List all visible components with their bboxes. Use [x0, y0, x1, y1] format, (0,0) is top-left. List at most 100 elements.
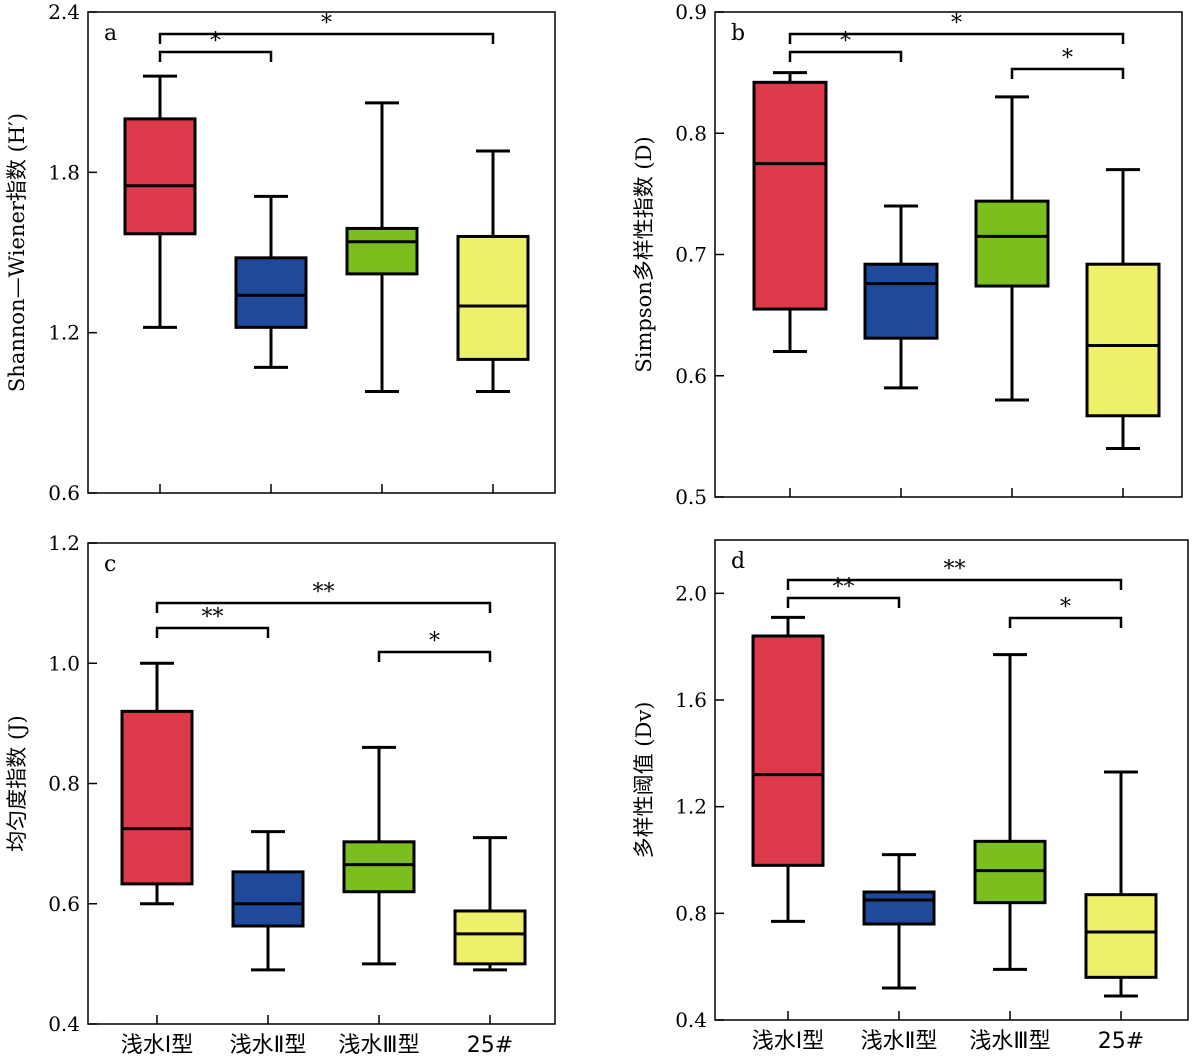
- box-a-1: [234, 194, 308, 369]
- box-a-0: [123, 74, 197, 329]
- y-axis-title: 均匀度指数 (J): [5, 715, 29, 851]
- box-iqr: [342, 840, 416, 894]
- significance-bracket: *: [1010, 46, 1125, 79]
- significance-bracket: *: [377, 629, 492, 662]
- y-tick-label: 2.4: [48, 0, 80, 24]
- box-c-1: [231, 830, 305, 972]
- box-iqr: [453, 909, 527, 966]
- significance-bracket: **: [155, 580, 492, 613]
- x-category-label: 25#: [467, 1033, 513, 1058]
- bracket-line: [1010, 67, 1125, 79]
- y-axis-title: Simpson多样性指数 (D): [632, 136, 656, 372]
- box-iqr: [751, 634, 825, 867]
- box-d-2: [973, 653, 1047, 971]
- plot-frame: [714, 539, 1189, 1021]
- box-a-2: [345, 101, 419, 393]
- box-iqr: [1084, 893, 1158, 979]
- panel-letter: d: [731, 549, 745, 574]
- box-c-3: [453, 836, 527, 972]
- y-tick-label: 0.6: [48, 892, 80, 916]
- y-tick-label: 1.2: [48, 321, 80, 345]
- significance-label: *: [1062, 46, 1073, 71]
- x-category-label: 浅水Ⅰ型: [121, 1033, 194, 1058]
- bracket-line: [155, 626, 270, 638]
- significance-label: **: [833, 575, 855, 600]
- y-tick-label: 1.6: [675, 688, 707, 712]
- bracket-line: [377, 650, 492, 662]
- box-b-2: [974, 95, 1050, 402]
- box-c-0: [120, 661, 194, 906]
- box-iqr: [862, 890, 936, 926]
- panel-letter: b: [731, 21, 745, 46]
- panel-c: 0.4 0.6 0.8 1.0 1.2 浅水Ⅰ型 浅水Ⅱ型 浅水Ⅲ型 25# c 均匀度指数 (J)…: [5, 531, 556, 1058]
- box-b-3: [1085, 168, 1161, 450]
- box-c-2: [342, 745, 416, 966]
- y-tick-label: 0.6: [48, 481, 80, 505]
- y-tick-label: 1.8: [48, 160, 80, 184]
- box-a-3: [456, 149, 530, 393]
- box-iqr: [123, 117, 197, 236]
- box-iqr: [120, 709, 194, 886]
- significance-label: **: [313, 580, 335, 605]
- y-tick-label: 1.0: [48, 651, 80, 675]
- significance-bracket: *: [158, 11, 495, 44]
- significance-label: *: [321, 11, 332, 36]
- box-iqr: [863, 262, 939, 340]
- significance-bracket: *: [788, 11, 1125, 44]
- significance-label: *: [840, 29, 851, 54]
- y-tick-label: 0.9: [675, 0, 707, 24]
- x-category-label: 浅水Ⅲ型: [338, 1033, 419, 1058]
- significance-bracket: **: [155, 605, 270, 638]
- box-iqr: [231, 870, 305, 928]
- bracket-line: [158, 32, 495, 44]
- box-iqr: [456, 234, 530, 361]
- x-category-label: 浅水Ⅲ型: [969, 1029, 1050, 1054]
- box-d-1: [862, 853, 936, 990]
- bracket-line: [786, 578, 1123, 590]
- x-category-label: 浅水Ⅰ型: [752, 1029, 825, 1054]
- box-iqr: [345, 226, 419, 276]
- y-axis-title: 多样性阈值 (Dv): [632, 702, 656, 859]
- bracket-line: [158, 50, 273, 62]
- y-axis-title: Shannon—Wiener指数 (H′): [5, 113, 29, 392]
- bracket-line: [786, 596, 901, 608]
- bracket-line: [788, 32, 1125, 44]
- panel-letter: c: [104, 552, 116, 577]
- bracket-line: [155, 601, 492, 613]
- y-tick-label: 0.7: [675, 243, 707, 267]
- y-tick-label: 0.4: [675, 1008, 707, 1032]
- panel-b: 0.5 0.6 0.7 0.8 0.9 b Simpson多样性指数 (D) * * *: [632, 0, 1183, 509]
- box-d-3: [1084, 770, 1158, 998]
- significance-label: **: [944, 557, 966, 582]
- box-b-1: [863, 204, 939, 390]
- significance-bracket: *: [158, 29, 273, 62]
- y-tick-label: 2.0: [675, 581, 707, 605]
- panel-d: 0.4 0.8 1.2 1.6 2.0 浅水Ⅰ型 浅水Ⅱ型 浅水Ⅲ型 25# d 多样性阈值 (Dv…: [632, 539, 1189, 1054]
- bracket-line: [1008, 616, 1123, 628]
- box-iqr: [974, 199, 1050, 288]
- significance-bracket: **: [786, 557, 1123, 590]
- panel-a: 0.6 1.2 1.8 2.4 a Shannon—Wiener指数 (H′) * *: [5, 0, 556, 505]
- significance-bracket: *: [788, 29, 903, 62]
- box-iqr: [234, 256, 308, 329]
- bracket-line: [788, 50, 903, 62]
- significance-label: *: [1060, 595, 1071, 620]
- significance-label: *: [210, 29, 221, 54]
- y-tick-label: 0.4: [48, 1012, 80, 1036]
- box-iqr: [1085, 262, 1161, 418]
- significance-bracket: *: [1008, 595, 1123, 628]
- y-tick-label: 0.5: [675, 485, 707, 509]
- y-tick-label: 0.8: [48, 772, 80, 796]
- y-tick-label: 1.2: [48, 531, 80, 555]
- panel-letter: a: [104, 21, 117, 46]
- significance-bracket: **: [786, 575, 901, 608]
- y-tick-label: 1.2: [675, 795, 707, 819]
- significance-label: *: [429, 629, 440, 654]
- significance-label: **: [202, 605, 224, 630]
- box-b-0: [752, 71, 828, 353]
- y-tick-label: 0.8: [675, 901, 707, 925]
- box-iqr: [752, 80, 828, 311]
- significance-label: *: [951, 11, 962, 36]
- x-category-label: 25#: [1098, 1029, 1144, 1054]
